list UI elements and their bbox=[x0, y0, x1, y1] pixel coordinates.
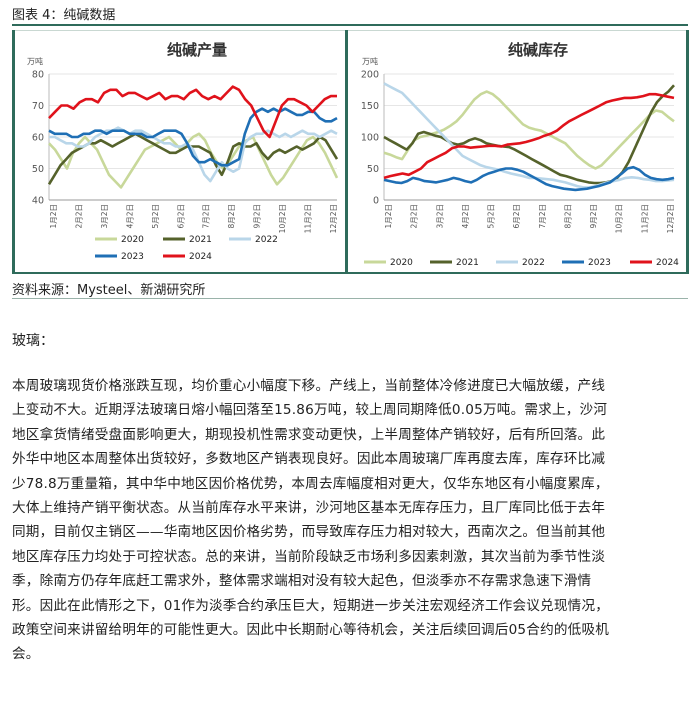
x-tick-label: 10月2日 bbox=[615, 204, 624, 233]
legend-label: 2024 bbox=[189, 252, 212, 262]
y-tick-label: 50 bbox=[367, 164, 379, 175]
x-tick-label: 10月2日 bbox=[278, 204, 287, 233]
x-tick-label: 3月2日 bbox=[435, 204, 444, 229]
legend-label: 2021 bbox=[456, 258, 479, 268]
x-tick-label: 3月2日 bbox=[100, 204, 109, 229]
figure-title: 图表 4：纯碱数据 bbox=[12, 8, 116, 23]
paragraph-line: 同期，目前仅主销区——华南地区因价格劣势，而导致库存压力相对较大，西南次之。但当… bbox=[12, 524, 606, 541]
legend-label: 2020 bbox=[390, 258, 413, 268]
series-line-2024 bbox=[383, 92, 675, 180]
x-tick-label: 6月2日 bbox=[176, 204, 185, 229]
figure-border-left bbox=[12, 30, 15, 274]
x-tick-label: 4月2日 bbox=[461, 204, 470, 229]
x-tick-label: 12月2日 bbox=[666, 204, 675, 233]
x-tick-label: 4月2日 bbox=[125, 204, 134, 229]
paragraph-line: 外华中地区本周整体出货较好，多数地区产销表现良好。因此本周玻璃厂库再度去库，库存… bbox=[12, 451, 606, 468]
legend-label: 2021 bbox=[189, 235, 212, 245]
series-line-2022 bbox=[383, 82, 675, 189]
source-rule bbox=[12, 298, 688, 299]
x-tick-label: 2月2日 bbox=[410, 204, 419, 229]
legend-label: 2022 bbox=[522, 258, 545, 268]
paragraph-line: 政策空间来讲留给明年的可能性更大。因此中长期耐心等待机会，关注后续回调后05合约… bbox=[12, 622, 610, 639]
legend-label: 2023 bbox=[588, 258, 611, 268]
y-tick-label: 70 bbox=[32, 101, 44, 112]
x-tick-label: 6月2日 bbox=[512, 204, 521, 229]
legend-label: 2024 bbox=[656, 258, 679, 268]
x-tick-label: 9月2日 bbox=[589, 204, 598, 229]
y-tick-label: 200 bbox=[361, 70, 379, 81]
x-tick-label: 11月2日 bbox=[304, 204, 313, 233]
figure-source: 资料来源：Mysteel、新湖研究所 bbox=[12, 283, 206, 298]
legend-label: 2020 bbox=[121, 235, 144, 245]
body-paragraph: 本周玻璃现货价格涨跌互现，均价重心小幅度下移。产线上，当前整体冷修进度已大幅放缓… bbox=[12, 374, 688, 667]
series-line-2021 bbox=[383, 84, 675, 185]
chart-title: 纯碱产量 bbox=[167, 41, 227, 59]
legend-label: 2022 bbox=[255, 235, 278, 245]
x-tick-label: 7月2日 bbox=[202, 204, 211, 229]
series-line-2021 bbox=[47, 132, 339, 185]
y-axis-unit: 万吨 bbox=[27, 56, 43, 66]
series-line-2023 bbox=[383, 165, 675, 192]
x-tick-label: 8月2日 bbox=[563, 204, 572, 229]
chart-title: 纯碱库存 bbox=[508, 41, 568, 59]
series-line-2024 bbox=[48, 85, 337, 139]
figure-divider bbox=[345, 30, 348, 274]
series-line-2020 bbox=[48, 132, 339, 189]
paragraph-line: 季，除南方仍存年底赶工需求外，整体需求端相对没有较大起色，但淡季亦不存需求急速下… bbox=[12, 573, 592, 590]
y-tick-label: 60 bbox=[32, 133, 44, 144]
x-tick-label: 12月2日 bbox=[329, 204, 338, 233]
paragraph-line: 大体上维持产销平衡状态。从当前库存水平来讲，沙河地区基本无库存压力，且厂库同比低… bbox=[12, 500, 606, 517]
figure-title-rule bbox=[12, 24, 688, 26]
x-tick-label: 2月2日 bbox=[74, 204, 83, 229]
paragraph-line: 形。因此在此情形之下，01作为淡季合约承压巨大，短期进一步关注宏观经济工作会议兑… bbox=[12, 597, 610, 614]
figure-border-right bbox=[686, 30, 689, 274]
x-tick-label: 5月2日 bbox=[487, 204, 496, 229]
x-tick-label: 9月2日 bbox=[253, 204, 262, 229]
y-tick-label: 40 bbox=[32, 196, 44, 207]
series-line-2022 bbox=[49, 126, 338, 183]
paragraph-line: 上变动不大。近期浮法玻璃日熔小幅回落至15.86万吨，较上周同期降低0.05万吨… bbox=[12, 402, 608, 419]
paragraph-line: 本周玻璃现货价格涨跌互现，均价重心小幅度下移。产线上，当前整体冷修进度已大幅放缓… bbox=[12, 378, 606, 394]
x-tick-label: 8月2日 bbox=[227, 204, 236, 229]
paragraph-line: 地区拿货情绪受盘面影响更大，期现投机性需求变动更快，上半周整体产销较好，后有所回… bbox=[12, 426, 606, 443]
x-tick-label: 1月2日 bbox=[384, 204, 393, 229]
series-line-2023 bbox=[48, 107, 338, 167]
y-tick-label: 0 bbox=[373, 196, 379, 207]
x-tick-label: 11月2日 bbox=[640, 204, 649, 233]
y-tick-label: 50 bbox=[32, 164, 44, 175]
x-tick-label: 7月2日 bbox=[538, 204, 547, 229]
x-tick-label: 1月2日 bbox=[49, 204, 58, 229]
y-axis-unit: 万吨 bbox=[362, 56, 378, 66]
y-tick-label: 150 bbox=[361, 101, 379, 112]
x-tick-label: 5月2日 bbox=[151, 204, 160, 229]
y-tick-label: 100 bbox=[361, 133, 379, 144]
paragraph-line: 会。 bbox=[12, 646, 40, 663]
paragraph-line: 地区库存压力均处于可控状态。总的来讲，当前阶段缺乏市场利多因素刺激，其次当前为季… bbox=[12, 548, 606, 565]
y-tick-label: 80 bbox=[32, 70, 44, 81]
legend-label: 2023 bbox=[121, 252, 144, 262]
figure-border-bottom bbox=[12, 272, 689, 274]
section-heading: 玻璃： bbox=[12, 333, 54, 349]
paragraph-line: 少78.8万重量箱，其中华中地区因价格优势，本周去库幅度相对更大，仅华东地区有小… bbox=[12, 475, 609, 492]
